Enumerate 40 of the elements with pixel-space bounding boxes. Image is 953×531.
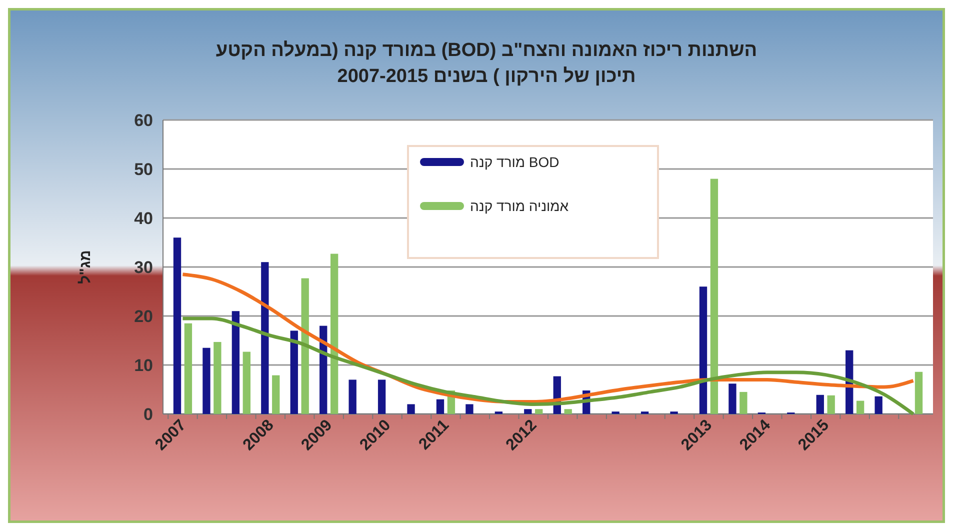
y-tick-label: 50 <box>134 160 153 179</box>
bar <box>184 323 192 414</box>
bar <box>816 394 824 414</box>
bar <box>173 238 182 414</box>
y-tick-label: 20 <box>134 307 153 326</box>
y-tick-label: 40 <box>134 209 153 228</box>
chart-title: השתנות ריכוז האמונה והצח"ב (BOD) במורד קנה (במעלה הקטע תיכון של הירקון ) בשנים 2007-2015 <box>216 40 758 87</box>
bar <box>466 404 474 414</box>
y-tick-label: 30 <box>134 258 153 277</box>
bar <box>710 178 718 414</box>
bar <box>301 278 309 414</box>
bar <box>378 380 386 414</box>
bar <box>290 330 298 414</box>
bar <box>348 380 356 414</box>
bar <box>261 262 269 414</box>
bar <box>232 311 240 414</box>
bar <box>874 396 882 414</box>
bar <box>914 372 923 414</box>
y-tick-label: 10 <box>134 356 153 375</box>
y-axis-title: מג"ל <box>77 250 94 284</box>
bar <box>564 409 572 414</box>
bar <box>728 384 736 414</box>
bar <box>407 404 415 414</box>
bar <box>242 352 250 414</box>
bar <box>856 400 864 414</box>
bar <box>699 286 708 414</box>
legend-label: אמוניה מורד קנה <box>470 198 569 214</box>
line-series <box>180 316 916 416</box>
bar <box>740 392 748 414</box>
bar <box>535 409 543 414</box>
legend-label: BOD מורד קנה <box>470 154 560 170</box>
bar <box>524 409 532 414</box>
bar <box>436 399 444 414</box>
bar <box>214 342 222 414</box>
bar <box>827 395 835 414</box>
y-tick-label: 60 <box>134 111 153 130</box>
y-tick-label: 0 <box>144 405 153 424</box>
bar <box>272 375 280 414</box>
bar <box>330 254 338 414</box>
bar <box>202 348 210 414</box>
